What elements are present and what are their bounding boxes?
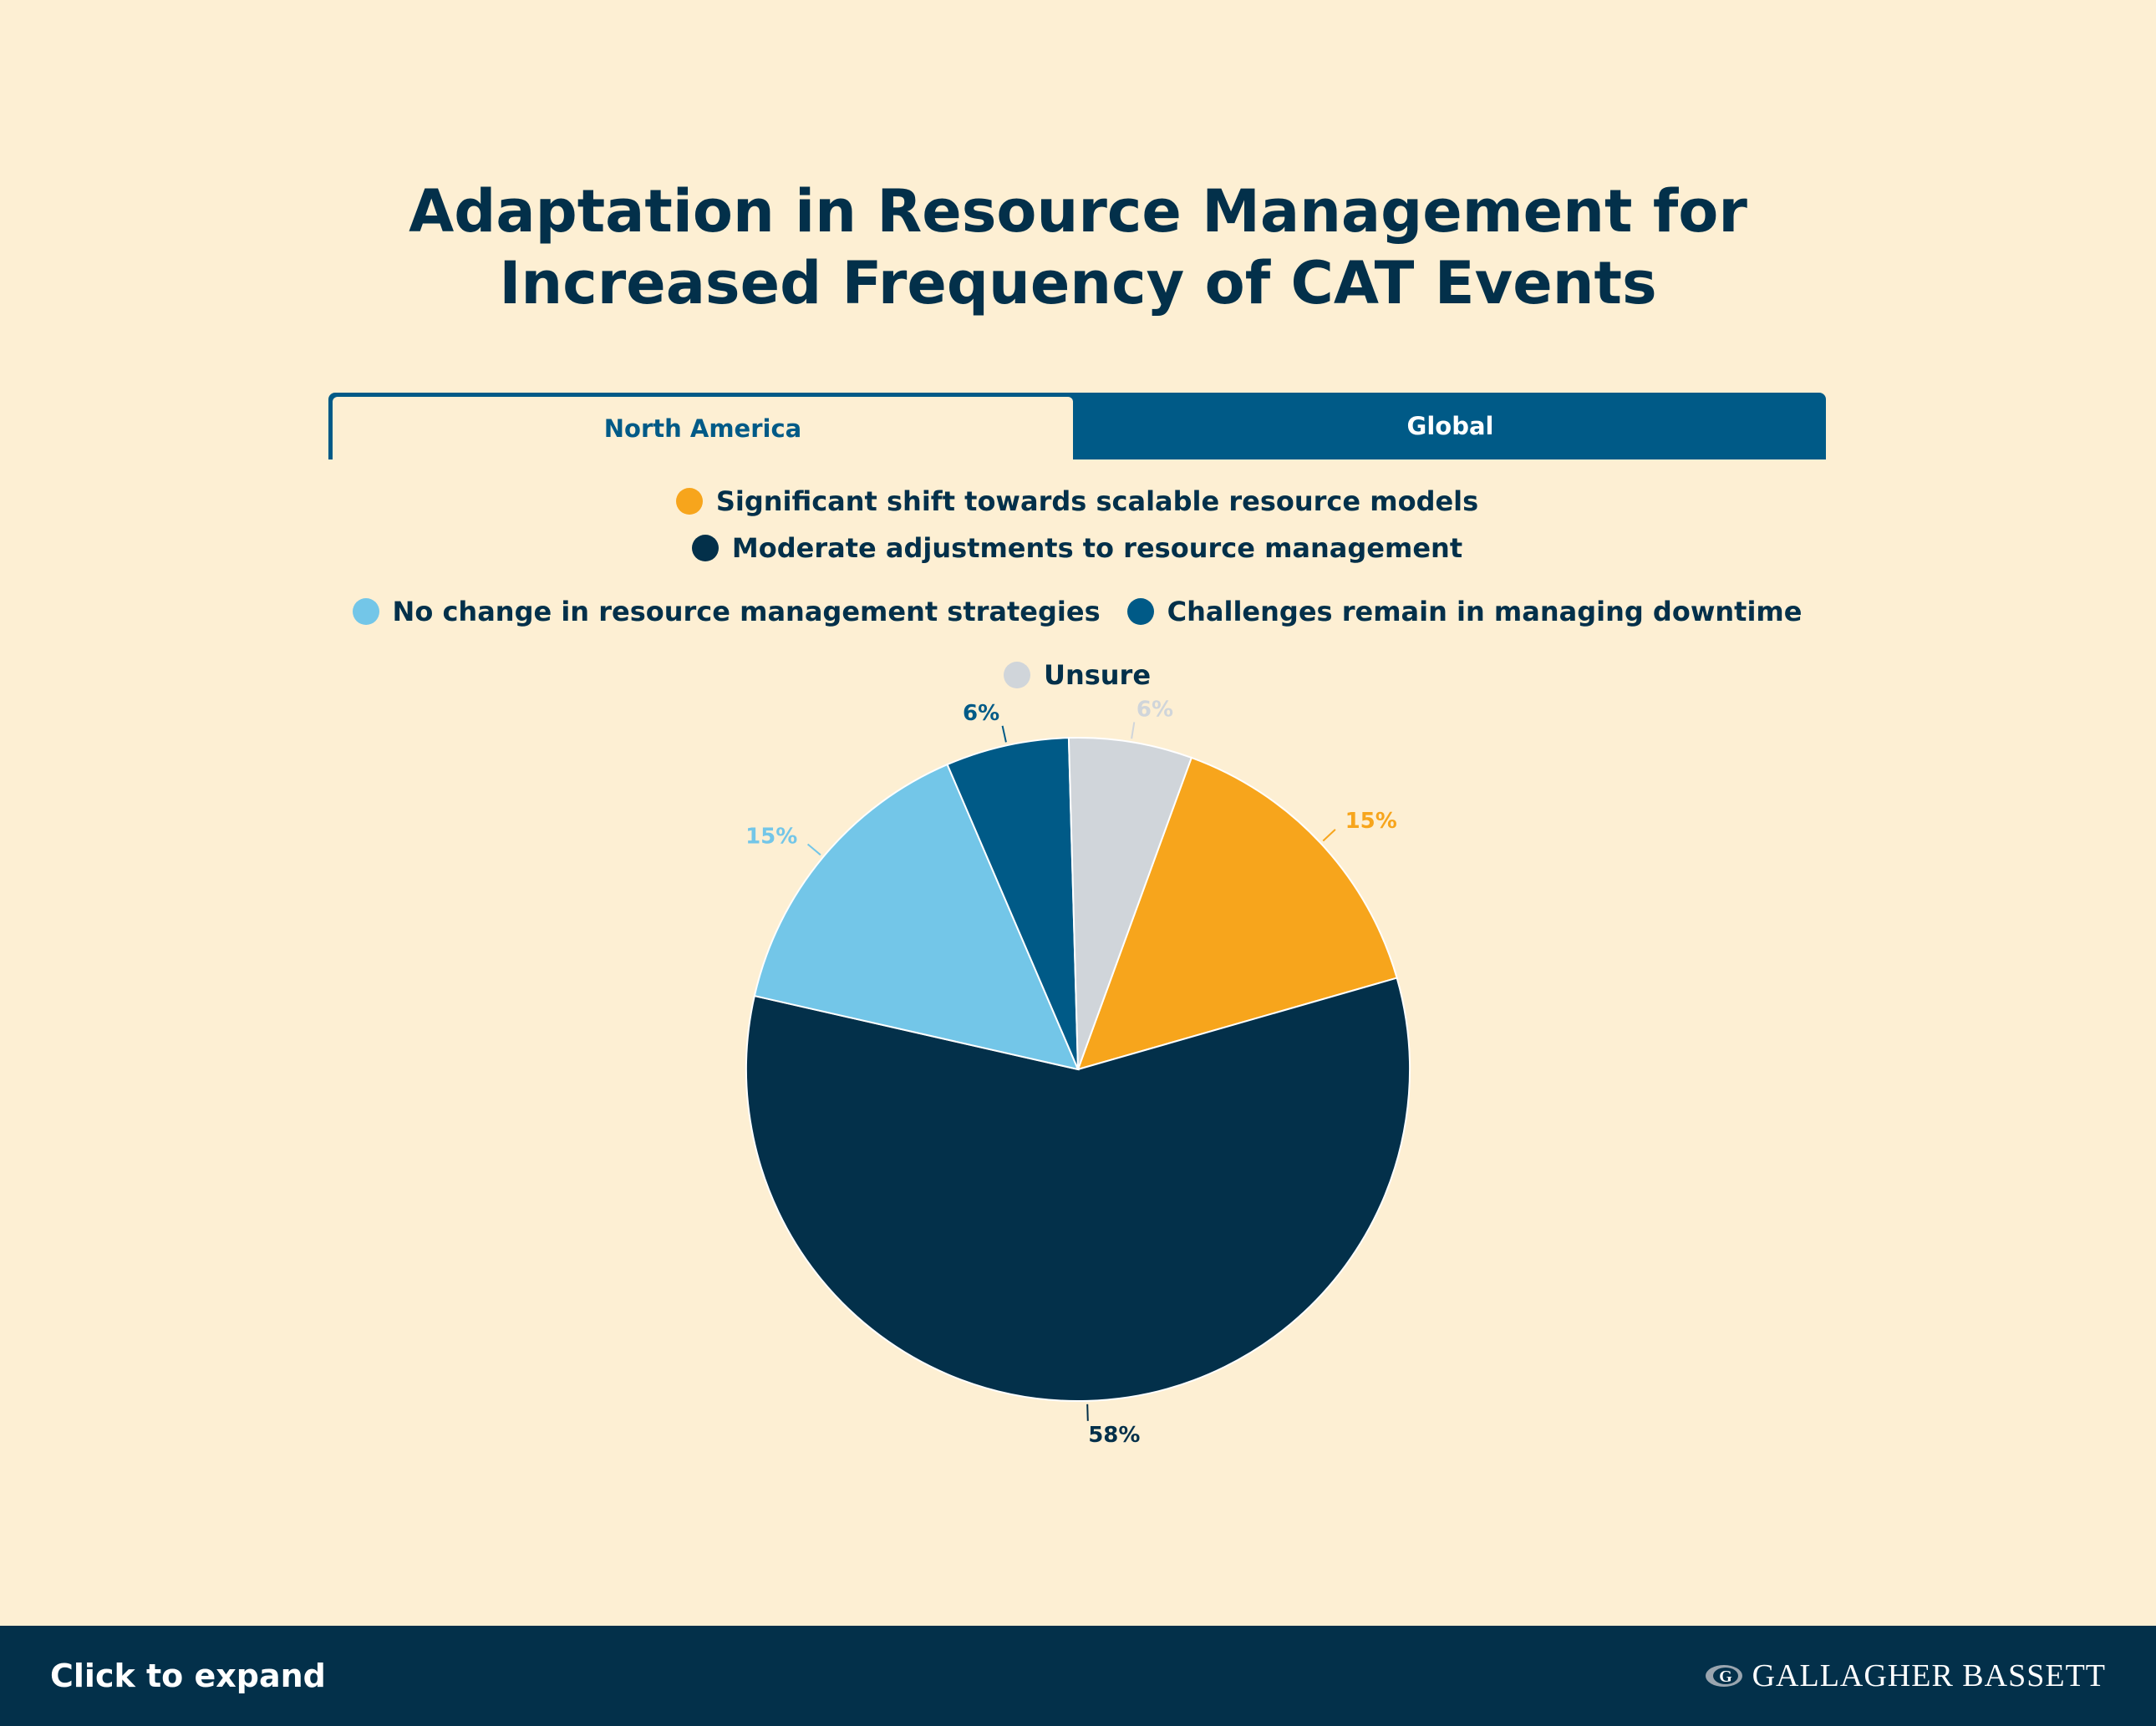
legend-marker [691,535,719,561]
brand: G GALLAGHER BASSETT [1704,1626,2106,1726]
pie-chart: 15% 58% 15% 6% 6% [745,698,1411,1448]
legend-item-no-change[interactable]: No change in resource management strateg… [352,596,1101,627]
legend-marker [352,598,379,625]
chart-legend: Significant shift towards scalable resou… [328,485,1826,691]
expand-button[interactable]: Click to expand [50,1657,326,1694]
legend-label: No change in resource management strateg… [392,596,1101,627]
legend-item-moderate-adjustments[interactable]: Moderate adjustments to resource managem… [691,532,1463,564]
data-label: 6% [963,701,999,726]
legend-marker [675,488,703,515]
leader-line [1322,829,1336,842]
tab-north-america[interactable]: North America [333,397,1073,459]
data-label: 15% [1345,809,1397,834]
leader-line [806,843,821,856]
legend-item-unsure[interactable]: Unsure [1003,659,1152,691]
slice-challenges-remain[interactable] [946,737,1079,1070]
slice-no-change[interactable] [753,763,1080,1071]
footer-bar: Click to expand G GALLAGHER BASSETT [0,1626,2156,1726]
data-label: 6% [1136,698,1173,723]
legend-item-challenges-remain[interactable]: Challenges remain in managing downtime [1126,596,1803,627]
legend-marker [1003,662,1030,688]
legend-label: Significant shift towards scalable resou… [715,485,1479,517]
svg-text:G: G [1719,1668,1732,1686]
legend-label: Challenges remain in managing downtime [1167,596,1803,627]
leader-line [1001,725,1007,743]
brand-name: GALLAGHER BASSETT [1752,1658,2106,1693]
data-label: 15% [745,824,797,849]
legend-item-significant-shift[interactable]: Significant shift towards scalable resou… [675,485,1479,517]
slice-moderate-adjustments[interactable] [745,977,1411,1402]
leader-line [1086,1404,1089,1421]
chart-title-line-1: Adaptation in Resource Management for [409,177,1747,246]
slice-significant-shift[interactable] [1076,756,1398,1071]
leader-line [1131,722,1136,739]
chart-title-line-2: Increased Frequency of CAT Events [499,249,1657,317]
slice-unsure[interactable] [1067,737,1193,1070]
data-label: 58% [1088,1423,1140,1448]
legend-label: Moderate adjustments to resource managem… [731,532,1463,564]
gallagher-bassett-logo-icon: G [1705,1665,1742,1687]
tab-global[interactable]: Global [1406,412,1494,440]
legend-marker [1126,598,1154,625]
chart-title: Adaptation in Resource Management for In… [0,175,2156,319]
legend-label: Unsure [1043,659,1152,691]
region-tabs: North America Global [328,393,1826,459]
